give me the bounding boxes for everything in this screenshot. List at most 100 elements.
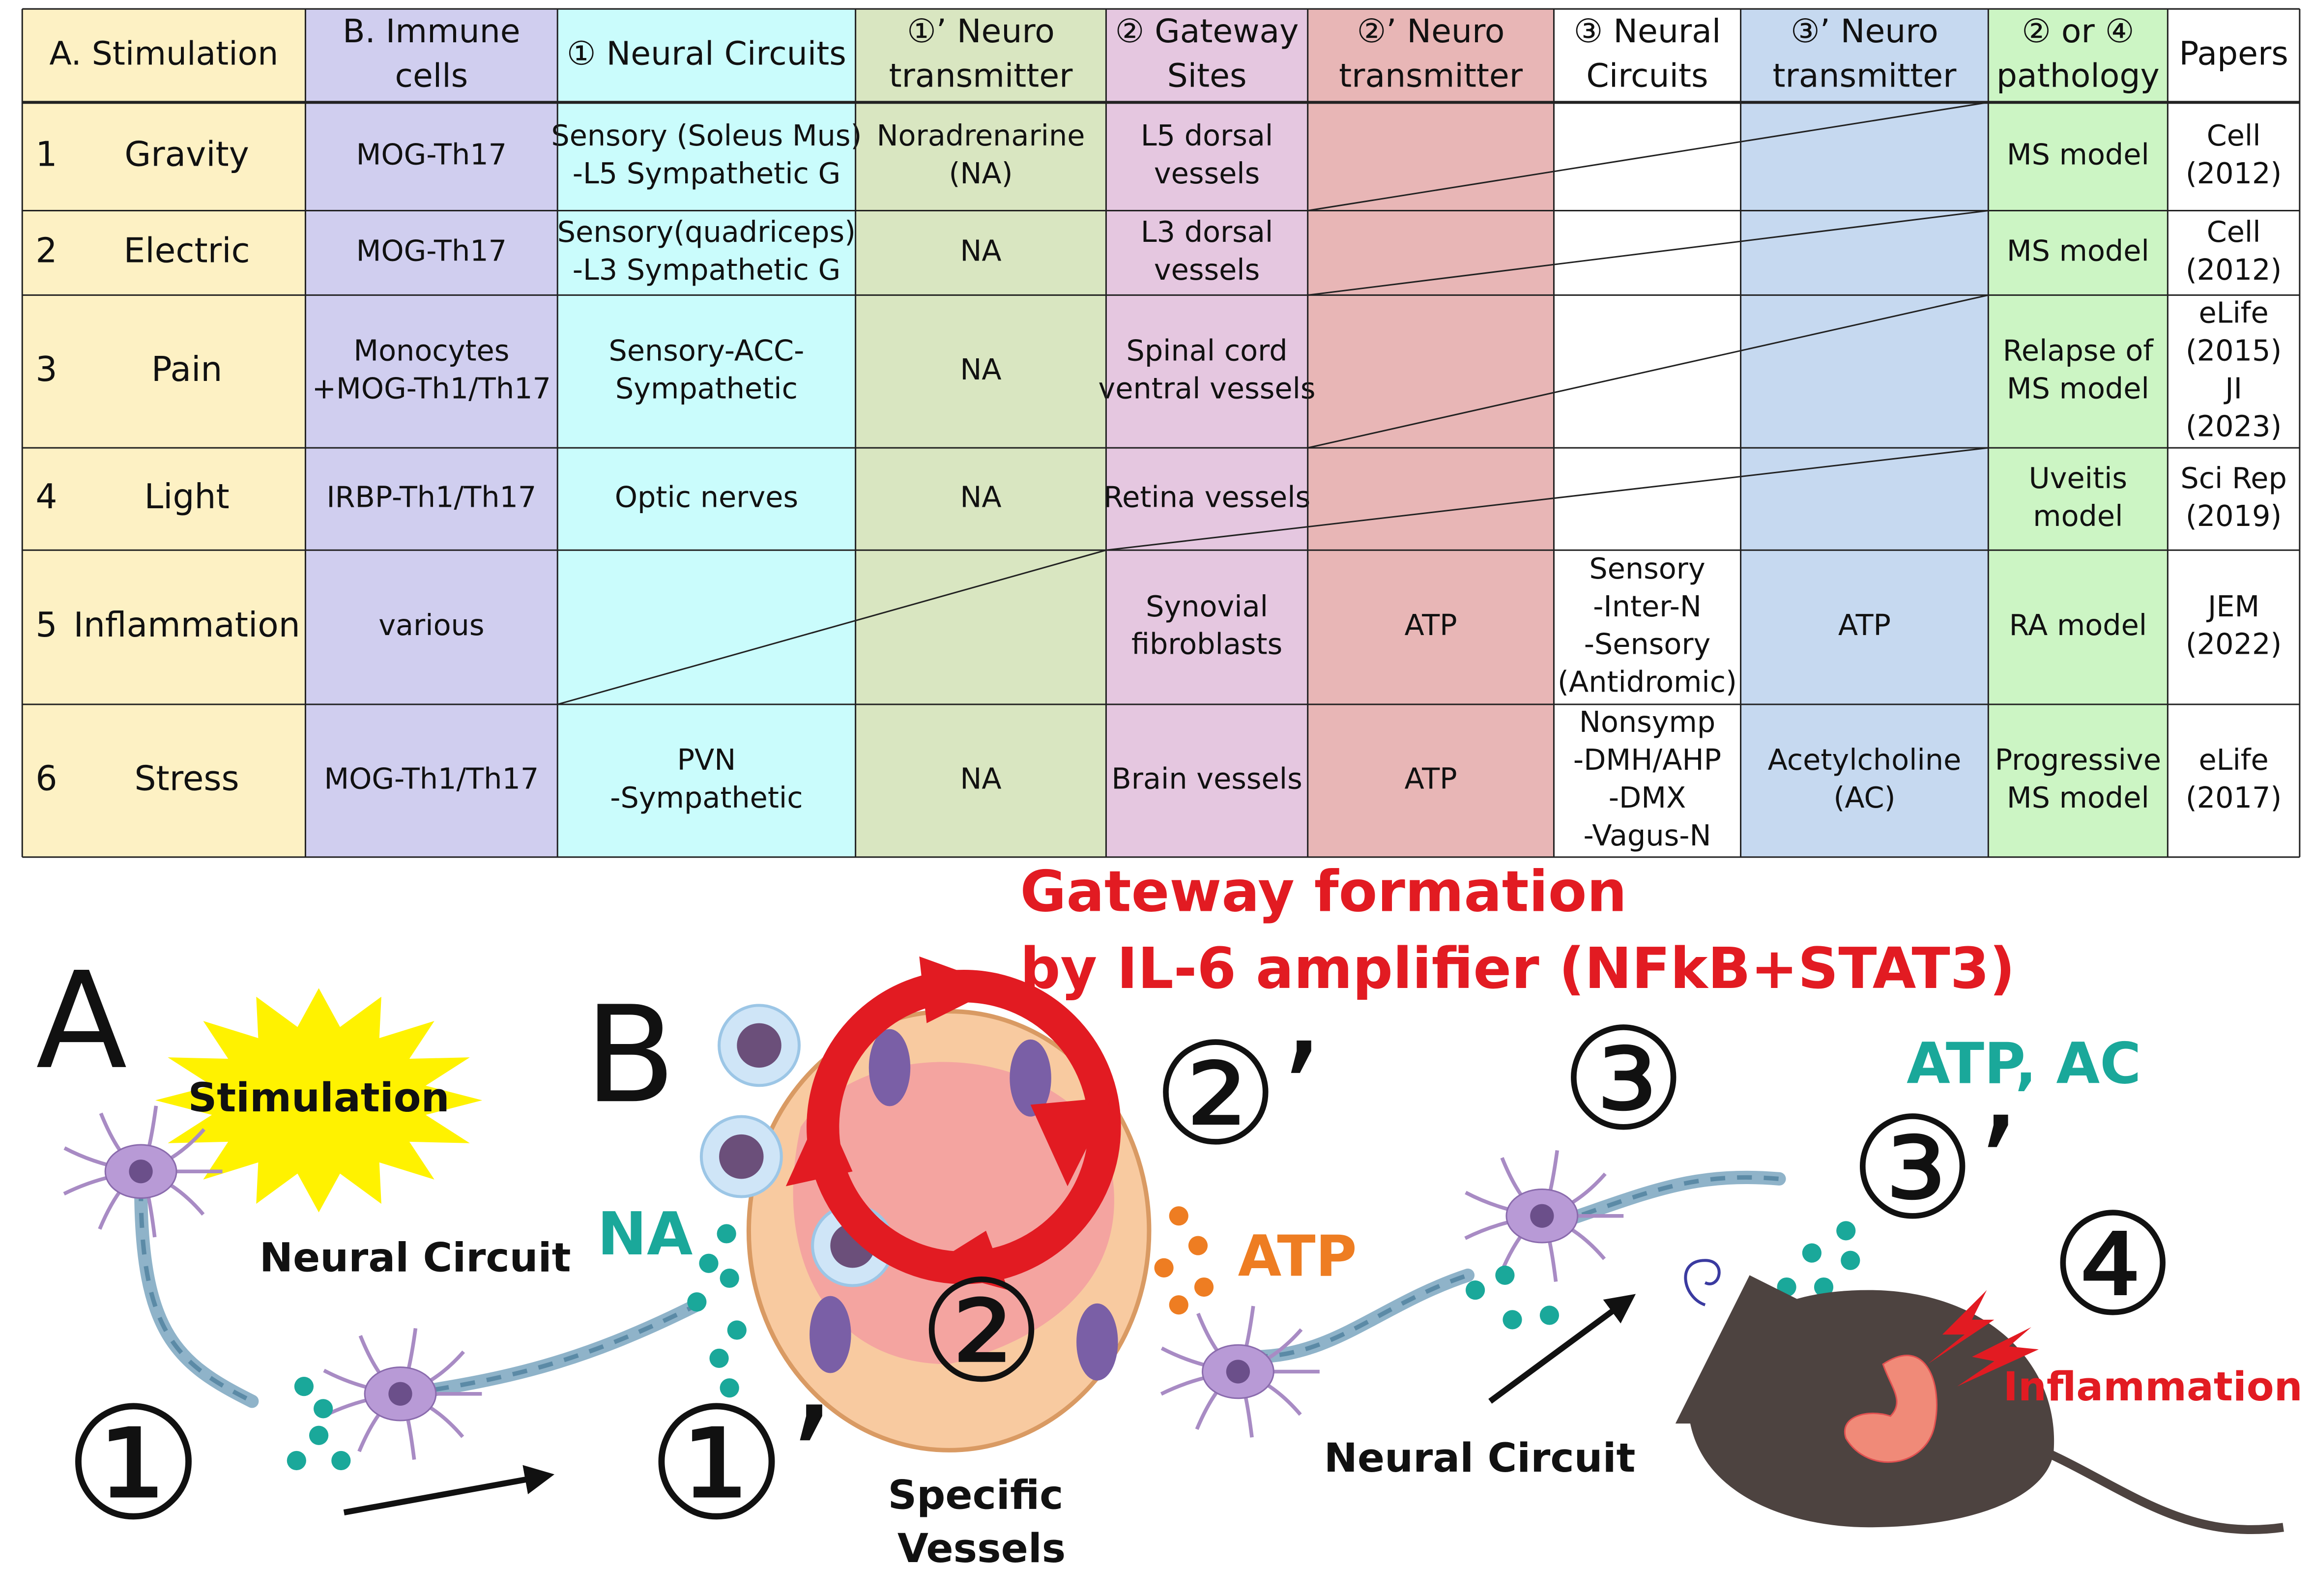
cell-text: Sensory(quadriceps) — [557, 215, 856, 249]
cell-text: JEM — [2206, 589, 2259, 623]
transmitter-dot — [727, 1320, 747, 1340]
row-stimulation: Pain — [151, 350, 222, 389]
diagram: Gateway formation by IL-6 amplifier (NFkB… — [36, 859, 2303, 1572]
cell-text: Synovial — [1146, 589, 1268, 623]
transmitter-dot — [287, 1451, 306, 1471]
flow-arrow — [343, 1465, 555, 1516]
diagram-label: ②’ — [1153, 1013, 1324, 1177]
cell-text: (Antidromic) — [1558, 665, 1737, 699]
mouse-whisker — [1684, 1259, 1721, 1306]
diagram-label: ③ — [1561, 998, 1687, 1162]
diagram-label: NA — [597, 1200, 693, 1269]
diagram-label: B — [584, 978, 676, 1133]
cell-text: A. Stimulation — [49, 34, 278, 72]
cell-text: MS model — [2007, 781, 2149, 814]
diagram-label: Specific — [888, 1472, 1063, 1518]
cell-text: IRBP-Th1/Th17 — [326, 480, 536, 514]
ring-arrowhead — [919, 956, 1001, 1023]
diagram-label: ② — [919, 1250, 1045, 1414]
diagram-label: ①’ — [647, 1373, 836, 1555]
cell-text: Noradrenarine — [877, 118, 1085, 152]
row-number: 1 — [35, 135, 57, 174]
cell-text: MOG-Th17 — [356, 234, 507, 268]
transmitter-dot — [1841, 1250, 1860, 1270]
cell-text: ATP — [1405, 761, 1457, 795]
row-number: 3 — [35, 350, 57, 389]
diagram-label: ATP — [1238, 1224, 1357, 1289]
column-bg — [1554, 9, 1741, 857]
cell-text: Brain vessels — [1111, 761, 1302, 795]
cell-text: (2023) — [2186, 409, 2282, 443]
column-bg — [855, 9, 1106, 857]
atp-dot — [1169, 1206, 1188, 1226]
cell-text: Progressive — [1995, 743, 2161, 777]
transmitter-dot — [1836, 1221, 1856, 1241]
column-bg — [2168, 9, 2300, 857]
transmitter-dot — [1814, 1277, 1834, 1297]
cell-text: ATP — [1405, 608, 1457, 642]
cell-text: -Inter-N — [1593, 589, 1702, 623]
cell-text: ②’ Neuro — [1357, 12, 1505, 50]
immune-nucleus — [719, 1134, 764, 1179]
cell-text: various — [378, 608, 484, 642]
column-bg — [557, 9, 856, 857]
stimulation-burst — [155, 988, 483, 1213]
transmitter-dot — [294, 1377, 314, 1396]
cell-text: Nonsymp — [1579, 705, 1715, 739]
row-number: 4 — [35, 477, 57, 517]
transmitter-dot — [1802, 1243, 1821, 1263]
cell-text: -L3 Sympathetic G — [573, 253, 840, 287]
diagram-label: Inflammation — [2003, 1364, 2303, 1410]
cell-text: MOG-Th17 — [356, 137, 507, 171]
cell-text: (2012) — [2186, 253, 2282, 287]
cell-text: MS model — [2007, 137, 2149, 171]
endothelial-cell — [1076, 1303, 1118, 1381]
row-number: 6 — [35, 759, 57, 798]
ring-arrowhead — [1030, 1097, 1112, 1187]
transmitter-dot — [1539, 1306, 1560, 1325]
cell-text: JI — [2223, 371, 2242, 405]
row-stimulation: Inflammation — [73, 606, 300, 645]
cell-text: transmitter — [1773, 57, 1957, 95]
cell-text: Sites — [1167, 57, 1247, 95]
cell-text: model — [2033, 499, 2123, 533]
transmitter-dot — [687, 1292, 707, 1312]
column-bg — [1988, 9, 2168, 857]
empty-diagonal — [557, 549, 1106, 705]
transmitter-dot — [1495, 1265, 1515, 1285]
atp-dot — [1194, 1277, 1214, 1297]
neuron-nucleus — [1226, 1360, 1250, 1384]
axon-dash — [1253, 1273, 1469, 1359]
cell-text: (2022) — [2186, 627, 2282, 661]
transmitter-dot — [699, 1253, 719, 1273]
cell-text: Cell — [2207, 118, 2261, 152]
cell-text: -DMH/AHP — [1573, 743, 1721, 777]
cell-text: Uveitis — [2029, 461, 2127, 495]
column-bg — [22, 9, 306, 857]
cell-text: RA model — [2009, 608, 2147, 642]
cell-text: NA — [960, 352, 1001, 386]
stomach — [1844, 1355, 1937, 1463]
transmitter-dot — [314, 1399, 333, 1419]
empty-diagonal — [1307, 294, 1989, 449]
cell-text: (AC) — [1833, 781, 1895, 814]
cell-text: -DMX — [1609, 781, 1686, 814]
diagram-label: Vessels — [897, 1525, 1066, 1572]
axon-dash — [1556, 1175, 1780, 1226]
diagram-label: ① — [64, 1373, 203, 1555]
cell-text: B. Immune — [343, 12, 520, 50]
cell-text: ATP — [1838, 608, 1891, 642]
diagram-label: Stimulation — [188, 1074, 450, 1121]
cell-text: transmitter — [1339, 57, 1523, 95]
row-stimulation: Stress — [134, 759, 239, 798]
neuron-nucleus — [1530, 1204, 1554, 1228]
cell-text: Sci Rep — [2180, 461, 2286, 495]
neuron-nucleus — [388, 1382, 412, 1406]
column-bg — [1106, 9, 1308, 857]
diagram-label: Gateway formation — [1020, 859, 1627, 925]
cell-text: ② or ④ — [2022, 12, 2134, 50]
inflammation-bolt — [1927, 1290, 1995, 1364]
table: A. Stimulation B. Immune cells ① Neural Cir… — [21, 8, 2301, 858]
cell-text: Monocytes — [353, 333, 509, 367]
cell-text: ventral vessels — [1099, 371, 1316, 405]
